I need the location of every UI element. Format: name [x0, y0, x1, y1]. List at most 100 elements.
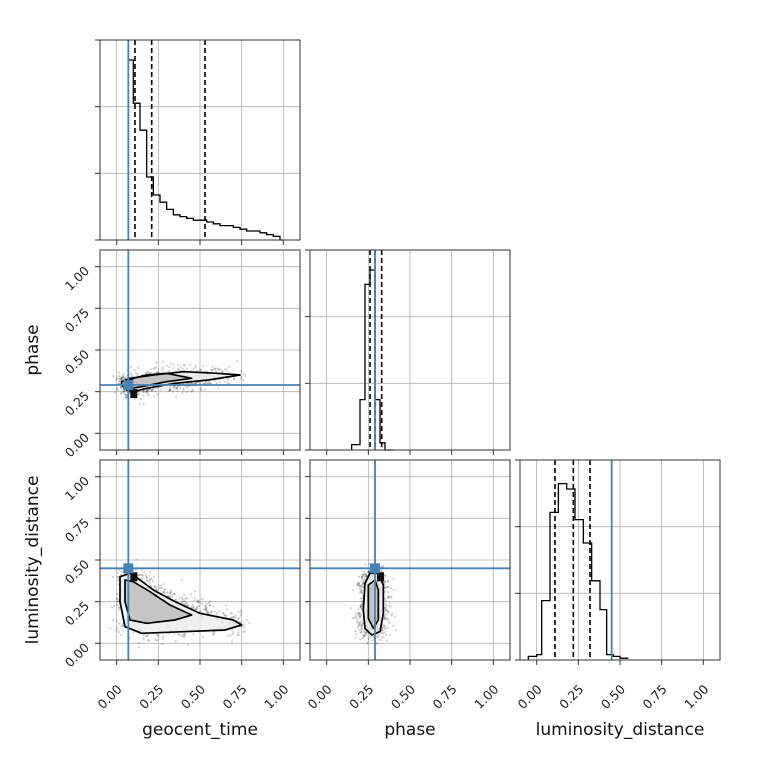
joint-geocent_time-phase-point-358: [214, 379, 217, 383]
joint-phase-luminosity_distance-point-147: [393, 615, 397, 618]
joint-geocent_time-phase-point-233: [122, 391, 125, 394]
joint-geocent_time-phase-point-685: [175, 387, 179, 390]
joint-phase-luminosity_distance-point-584: [358, 621, 361, 624]
joint-geocent_time-luminosity_distance-point-279: [162, 635, 165, 638]
joint-geocent_time-phase-point-649: [146, 390, 149, 393]
joint-phase-luminosity_distance-point-512: [384, 599, 387, 602]
joint-phase-luminosity_distance-point-89: [359, 584, 362, 587]
joint-phase-luminosity_distance-point-590: [384, 608, 387, 612]
joint-geocent_time-phase-point-150: [122, 375, 125, 378]
joint-geocent_time-luminosity_distance-point-618: [169, 592, 172, 595]
joint-geocent_time-phase-point-87: [201, 365, 205, 368]
joint-geocent_time-phase-point-312: [206, 381, 209, 384]
joint-geocent_time-luminosity_distance-point-34: [196, 601, 200, 604]
joint-geocent_time-luminosity_distance-point-353: [150, 577, 153, 580]
joint-geocent_time-luminosity_distance-point-191: [213, 632, 216, 635]
joint-geocent_time-phase-point-154: [115, 378, 118, 382]
joint-phase-luminosity_distance-point-613: [386, 586, 390, 589]
joint-phase-luminosity_distance-point-486: [385, 633, 388, 637]
joint-phase-luminosity_distance-point-696: [385, 608, 388, 611]
joint-phase-luminosity_distance-point-0: [387, 579, 390, 582]
joint-geocent_time-phase-point-292: [123, 376, 127, 380]
joint-geocent_time-phase-point-599: [240, 369, 243, 372]
joint-geocent_time-phase-point-669: [161, 368, 164, 372]
joint-geocent_time-phase-point-261: [175, 386, 179, 389]
joint-phase-luminosity_distance-point-181: [354, 612, 358, 615]
joint-phase-luminosity_distance-point-509: [363, 630, 366, 633]
joint-phase-luminosity_distance-point-561: [360, 591, 363, 594]
joint-phase-luminosity_distance-point-106: [359, 613, 362, 616]
joint-geocent_time-phase-point-554: [226, 377, 229, 381]
joint-phase-luminosity_distance-xtick-label-2: 0.50: [388, 681, 418, 711]
joint-phase-luminosity_distance-point-585: [362, 578, 365, 581]
joint-geocent_time-luminosity_distance-point-332: [246, 619, 249, 622]
joint-geocent_time-luminosity_distance-point-360: [116, 597, 120, 601]
joint-geocent_time-luminosity_distance-point-365: [211, 633, 215, 636]
joint-geocent_time-phase-point-630: [145, 389, 149, 392]
joint-phase-luminosity_distance-point-479: [390, 596, 393, 599]
joint-phase-luminosity_distance-point-287: [384, 580, 387, 583]
hist-luminosity_distance-xtick-label-2: 0.50: [598, 681, 628, 711]
joint-geocent_time-luminosity_distance-point-502: [157, 634, 160, 637]
joint-phase-luminosity_distance-point-372: [386, 610, 390, 613]
joint-geocent_time-luminosity_distance-point-182: [234, 614, 237, 617]
joint-geocent_time-phase-point-433: [142, 389, 145, 392]
joint-geocent_time-luminosity_distance-point-55: [204, 607, 207, 611]
joint-phase-luminosity_distance-point-690: [357, 624, 361, 627]
joint-geocent_time-luminosity_distance-point-328: [201, 597, 204, 601]
joint-geocent_time-luminosity_distance-point-374: [230, 640, 234, 643]
joint-phase-luminosity_distance-point-340: [383, 586, 386, 589]
joint-phase-luminosity_distance-point-403: [378, 634, 381, 637]
joint-geocent_time-luminosity_distance-point-85: [144, 574, 148, 577]
joint-geocent_time-luminosity_distance-point-492: [115, 597, 118, 600]
joint-geocent_time-luminosity_distance-point-119: [117, 578, 120, 582]
joint-phase-luminosity_distance-point-270: [385, 617, 388, 621]
joint-geocent_time-luminosity_distance-point-388: [149, 571, 152, 574]
joint-geocent_time-luminosity_distance-point-222: [142, 637, 145, 640]
joint-phase-luminosity_distance-point-212: [367, 571, 370, 574]
joint-phase-luminosity_distance-point-252: [367, 637, 370, 640]
joint-geocent_time-luminosity_distance-point-628: [204, 609, 207, 612]
joint-geocent_time-luminosity_distance-xtick-label-2: 0.50: [178, 681, 208, 711]
joint-geocent_time-luminosity_distance-truth-marker: [123, 563, 134, 574]
joint-phase-luminosity_distance-point-122: [360, 628, 364, 631]
joint-geocent_time-luminosity_distance-point-658: [207, 612, 210, 615]
joint-geocent_time-phase-peak: [130, 389, 138, 398]
joint-geocent_time-luminosity_distance-point-23: [234, 616, 237, 619]
joint-phase-luminosity_distance-point-46: [387, 595, 391, 599]
joint-phase-luminosity_distance-xtick-label-1: 0.25: [346, 682, 376, 712]
joint-geocent_time-luminosity_distance-point-271: [223, 614, 226, 617]
joint-geocent_time-luminosity_distance-point-116: [239, 613, 242, 617]
joint-geocent_time-phase-point-214: [155, 387, 159, 390]
joint-geocent_time-luminosity_distance-point-524: [180, 635, 183, 638]
joint-phase-luminosity_distance-point-619: [357, 582, 360, 585]
joint-geocent_time-luminosity_distance-point-6: [189, 593, 192, 596]
joint-geocent_time-phase-point-311: [198, 369, 202, 372]
joint-phase-luminosity_distance-point-468: [360, 580, 363, 583]
joint-phase-luminosity_distance-point-599: [392, 624, 395, 627]
joint-geocent_time-phase-point-194: [165, 364, 168, 367]
joint-phase-luminosity_distance-point-474: [385, 586, 388, 589]
joint-phase-luminosity_distance-point-359: [376, 635, 379, 638]
joint-phase-luminosity_distance-point-133: [354, 614, 358, 618]
joint-geocent_time-luminosity_distance-point-57: [132, 631, 135, 634]
joint-phase-luminosity_distance-point-213: [386, 617, 389, 620]
joint-geocent_time-luminosity_distance-point-80: [117, 606, 120, 609]
joint-geocent_time-luminosity_distance-point-585: [201, 603, 204, 606]
joint-phase-luminosity_distance-point-198: [359, 606, 362, 609]
joint-phase-luminosity_distance-point-257: [352, 589, 355, 592]
joint-geocent_time-phase-point-54: [115, 377, 119, 380]
joint-geocent_time-luminosity_distance-point-462: [239, 609, 242, 612]
joint-geocent_time-phase-point-666: [119, 386, 122, 389]
joint-geocent_time-phase-point-13: [200, 388, 203, 391]
joint-geocent_time-phase-point-7: [186, 390, 189, 394]
joint-geocent_time-luminosity_distance-point-402: [169, 590, 172, 593]
joint-geocent_time-phase-point-219: [125, 394, 128, 397]
joint-geocent_time-luminosity_distance-point-496: [129, 637, 132, 640]
joint-geocent_time-luminosity_distance-point-451: [229, 612, 232, 615]
joint-phase-luminosity_distance-point-445: [386, 585, 389, 588]
joint-geocent_time-luminosity_distance-point-29: [187, 643, 190, 646]
joint-phase-luminosity_distance-point-564: [392, 588, 395, 592]
joint-geocent_time-phase-point-102: [137, 392, 140, 395]
joint-geocent_time-phase-point-169: [133, 368, 136, 372]
